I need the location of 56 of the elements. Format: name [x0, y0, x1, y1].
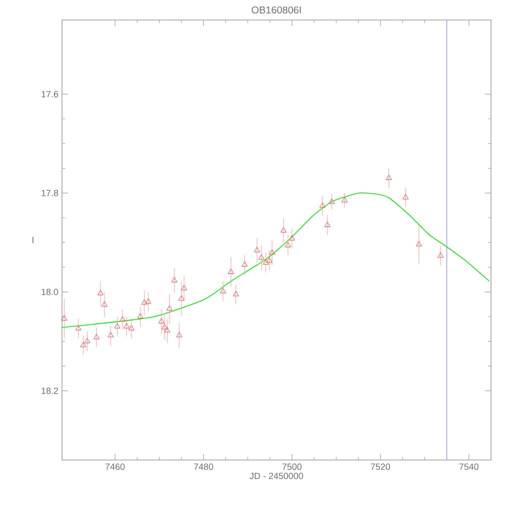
point [80, 342, 86, 348]
y-tick-label: 18.2 [42, 388, 58, 394]
point [114, 323, 120, 328]
x-tick-label: 7460 [106, 464, 125, 470]
point [280, 227, 287, 232]
point [128, 325, 134, 330]
point [228, 268, 234, 274]
chart-title: OB160806I [252, 6, 301, 14]
point [284, 242, 292, 248]
point [416, 241, 422, 246]
point [124, 323, 130, 328]
point [162, 324, 168, 330]
x-axis-title: JD - 2450000 [250, 472, 304, 480]
point [269, 249, 276, 255]
point [145, 298, 152, 304]
point [242, 261, 248, 267]
point [176, 332, 182, 338]
point [181, 285, 188, 290]
x-tick-label: 7500 [282, 464, 302, 470]
point [262, 259, 269, 265]
x-tick-label: 7540 [459, 464, 479, 470]
point [220, 288, 226, 294]
point [164, 327, 170, 332]
point [288, 235, 295, 240]
line-series [62, 192, 490, 328]
point [342, 197, 348, 202]
point [254, 246, 260, 252]
point [108, 332, 114, 338]
point [97, 290, 104, 296]
point [101, 301, 108, 307]
point [258, 254, 264, 260]
x-tick-label: 7520 [370, 464, 390, 470]
y-axis-title: I [32, 236, 34, 244]
point [438, 252, 444, 258]
point [158, 318, 165, 324]
point [137, 313, 144, 318]
point [402, 194, 409, 200]
point [120, 316, 126, 322]
point [141, 299, 148, 305]
point [166, 305, 172, 311]
y-tick-label: 17.8 [42, 190, 58, 196]
x-tick-label: 7480 [194, 464, 214, 470]
point [75, 325, 82, 330]
y-tick-label: 18.0 [42, 288, 58, 296]
point [178, 295, 184, 301]
point [319, 202, 326, 208]
point [61, 315, 68, 320]
point [386, 174, 392, 180]
y-tick-label: 17.6 [42, 90, 58, 98]
point [328, 198, 335, 204]
point [324, 222, 330, 228]
point [266, 257, 272, 263]
point [171, 277, 178, 282]
point [93, 334, 100, 340]
point [84, 338, 90, 344]
point [232, 290, 239, 296]
